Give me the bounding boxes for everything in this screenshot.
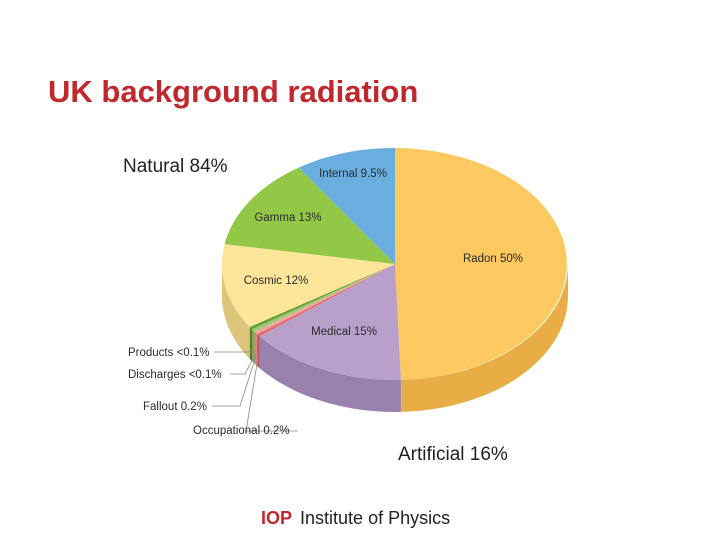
pie-side-cosmic (222, 264, 250, 359)
slice-label-fallout: Fallout 0.2% (143, 401, 207, 413)
pie-side-discharges (252, 329, 255, 364)
slice-labels: Radon 50% Medical 15% Occupational 0.2% Fal… (128, 168, 523, 437)
slice-label-medical: Medical 15% (311, 326, 377, 338)
pie-slice-medical (259, 264, 401, 380)
group-label-natural: Natural 84% (123, 156, 228, 177)
pie-side-products (249, 326, 252, 362)
pie-side-fallout (254, 331, 258, 366)
slice-label-radon: Radon 50% (463, 253, 523, 265)
slice-label-cosmic: Cosmic 12% (244, 275, 309, 287)
iop-logo-mark: IOP (261, 508, 293, 528)
pie-side-medical (259, 336, 401, 412)
iop-logo: IOP Institute of Physics (261, 508, 450, 529)
pie-slices (222, 147, 567, 380)
pie-slice-internal (298, 147, 395, 264)
pie-slice-cosmic (222, 244, 395, 327)
pie-slice-discharges (252, 264, 395, 332)
pie-slice-occupational (257, 264, 395, 337)
slice-label-discharges: Discharges <0.1% (128, 369, 222, 381)
pie-slice-fallout (254, 264, 395, 334)
slice-label-products: Products <0.1% (128, 347, 210, 359)
pie-slice-radon (395, 148, 567, 380)
slide-title: UK background radiation (48, 74, 419, 109)
leader-line-occupational (245, 357, 298, 432)
pie-slice-products (249, 264, 395, 330)
pie-slice-gamma (224, 167, 395, 264)
leader-line-fallout (212, 355, 257, 407)
pie-depth (222, 264, 568, 412)
pie-side-radon (400, 264, 568, 412)
iop-logo-text: Institute of Physics (300, 508, 451, 528)
group-label-artificial: Artificial 16% (398, 444, 508, 465)
slice-label-gamma: Gamma 13% (254, 212, 321, 224)
leader-lines (212, 351, 298, 432)
slice-label-occupational: Occupational 0.2% (193, 425, 290, 437)
leader-line-discharges (230, 353, 256, 375)
slice-label-internal: Internal 9.5% (319, 168, 387, 180)
